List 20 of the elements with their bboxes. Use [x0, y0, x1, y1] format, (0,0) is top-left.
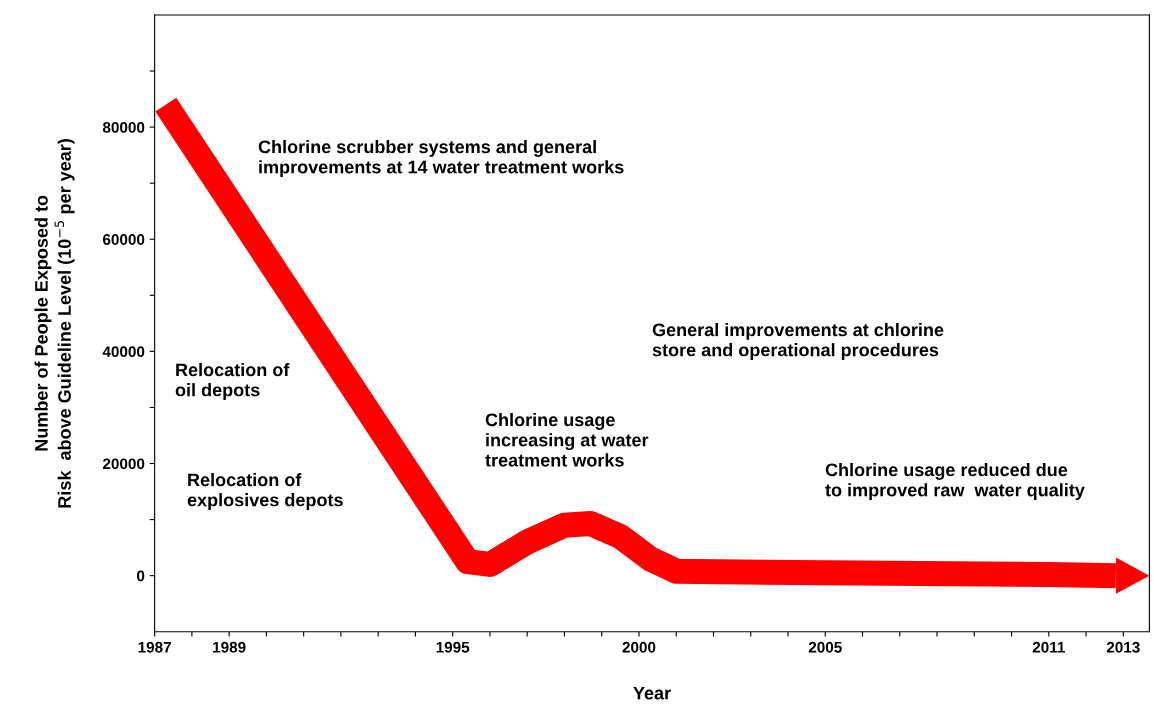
annotation: Chlorine scrubber systems and general improvements at 14 water treatment works	[258, 140, 624, 178]
annotation: Relocation of explosives depots	[187, 473, 343, 510]
y-tick-label: 20000	[102, 458, 145, 470]
y-tick-label: 80000	[102, 121, 145, 133]
x-tick-label: 2005	[808, 641, 842, 653]
annotation: General improvements at chlorine store and operational procedures	[652, 323, 944, 360]
annotation: Chlorine usage increasing at water treatment works	[485, 413, 649, 467]
annotation: Relocation of oil depots	[175, 363, 290, 400]
x-tick-label: 1987	[138, 641, 171, 653]
x-tick-label: 2000	[622, 641, 656, 653]
x-axis-title: Year	[633, 686, 671, 700]
x-tick-label: 2013	[1106, 641, 1140, 653]
y-axis-title: Number of People Exposed to Risk above Guideline Level (10$^{−5}$ per year)	[34, 139, 75, 508]
y-tick-label: 60000	[102, 234, 145, 245]
annotation: Chlorine usage reduced due to improved raw water quality	[825, 463, 1085, 501]
y-tick-label: 40000	[102, 346, 145, 358]
x-tick-label: 2011	[1032, 641, 1065, 653]
y-tick-label: 0	[137, 570, 145, 582]
x-tick-label: 1989	[213, 641, 246, 653]
x-tick-label: 1995	[436, 641, 470, 653]
